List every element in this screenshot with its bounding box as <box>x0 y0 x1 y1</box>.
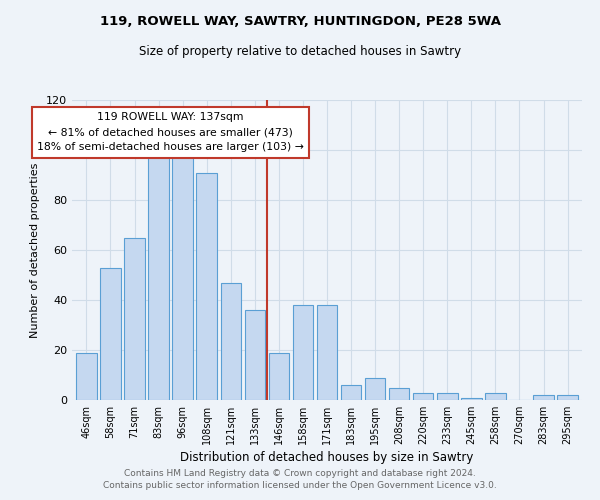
Bar <box>341 385 361 400</box>
Bar <box>100 268 121 400</box>
Bar <box>461 398 482 400</box>
Bar <box>269 352 289 400</box>
Text: 119, ROWELL WAY, SAWTRY, HUNTINGDON, PE28 5WA: 119, ROWELL WAY, SAWTRY, HUNTINGDON, PE2… <box>100 15 500 28</box>
Bar <box>485 392 506 400</box>
Bar <box>317 305 337 400</box>
Bar <box>413 392 433 400</box>
Bar <box>557 395 578 400</box>
Bar <box>365 378 385 400</box>
Bar <box>124 238 145 400</box>
Bar <box>389 388 409 400</box>
Bar <box>76 352 97 400</box>
Bar <box>196 172 217 400</box>
Text: Size of property relative to detached houses in Sawtry: Size of property relative to detached ho… <box>139 45 461 58</box>
Bar <box>172 155 193 400</box>
Bar <box>148 150 169 400</box>
Y-axis label: Number of detached properties: Number of detached properties <box>31 162 40 338</box>
Bar <box>533 395 554 400</box>
Bar <box>437 392 458 400</box>
Text: Contains HM Land Registry data © Crown copyright and database right 2024.
Contai: Contains HM Land Registry data © Crown c… <box>103 468 497 490</box>
Bar <box>293 305 313 400</box>
X-axis label: Distribution of detached houses by size in Sawtry: Distribution of detached houses by size … <box>181 451 473 464</box>
Bar <box>245 310 265 400</box>
Text: 119 ROWELL WAY: 137sqm
← 81% of detached houses are smaller (473)
18% of semi-de: 119 ROWELL WAY: 137sqm ← 81% of detached… <box>37 112 304 152</box>
Bar <box>221 282 241 400</box>
